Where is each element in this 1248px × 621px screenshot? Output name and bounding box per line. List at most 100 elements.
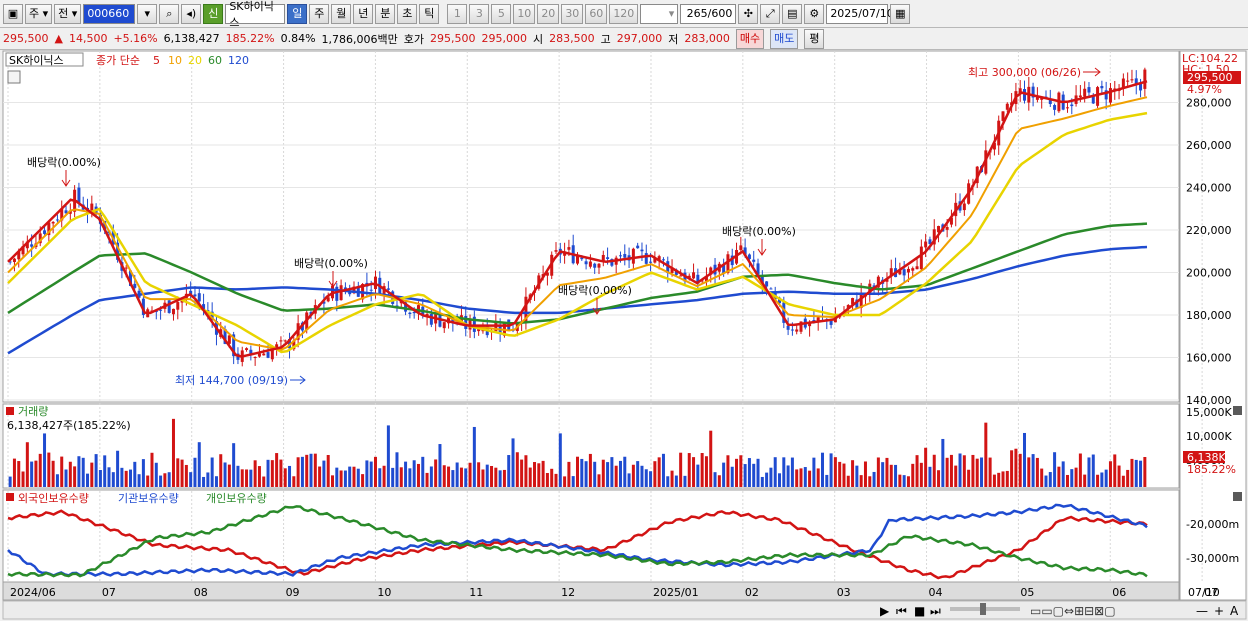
interval-1-button[interactable]: 1	[447, 3, 468, 24]
eval-button[interactable]: 평	[804, 28, 825, 49]
window-menu-icon[interactable]: ▣	[3, 3, 23, 24]
data-count-field[interactable]: 265/600	[680, 3, 737, 24]
period-tick-button[interactable]: 틱	[419, 3, 440, 24]
stock-code-input[interactable]: 000660	[83, 3, 136, 24]
volume-bar	[803, 467, 807, 487]
candle-body	[270, 349, 274, 360]
candle-body	[696, 274, 700, 284]
volume-bar	[988, 457, 992, 487]
x-axis-bar	[2, 581, 1180, 601]
panel-settings-icon[interactable]	[7, 70, 21, 84]
interval-120-button[interactable]: 120	[609, 3, 639, 24]
volume-bar	[713, 472, 717, 487]
volume-bar	[494, 467, 498, 487]
candle-body	[649, 261, 653, 263]
code-dropdown-icon[interactable]: ▾	[137, 3, 158, 24]
period-month-button[interactable]: 월	[331, 3, 352, 24]
search-icon[interactable]: ⌕	[159, 3, 180, 24]
volume-bar	[12, 458, 16, 487]
calendar-icon[interactable]: ▦	[890, 3, 911, 24]
volume-bar	[202, 476, 206, 487]
candle-body	[404, 302, 408, 312]
current-price-tag: 295,500	[1187, 71, 1233, 84]
scroll-right-icon[interactable]: ▶	[880, 604, 890, 618]
text-tool-icon[interactable]: A	[1230, 604, 1239, 618]
candle-body	[567, 247, 571, 250]
zoom-slider-handle[interactable]	[980, 603, 986, 615]
volume-bar	[300, 456, 304, 487]
volume-bar	[111, 472, 115, 487]
moving-average-lines	[7, 80, 1148, 358]
interval-10-button[interactable]: 10	[513, 3, 536, 24]
volume-bar	[846, 475, 850, 487]
dividend-arrow-icon	[61, 170, 71, 187]
volume-bar	[550, 468, 554, 487]
candle-body	[661, 259, 665, 261]
volume-bar	[842, 463, 846, 487]
market-select[interactable]: 주 ▾	[25, 3, 53, 24]
volume-bar	[1044, 475, 1048, 487]
candle-body	[704, 275, 708, 282]
date-input[interactable]: 2025/07/10	[826, 3, 894, 24]
volume-panel-close-icon[interactable]	[1233, 406, 1242, 415]
foreign-legend-swatch	[6, 493, 14, 501]
stop-icon[interactable]: ■	[914, 604, 925, 618]
period-week-button[interactable]: 주	[309, 3, 330, 24]
layout-icons[interactable]: ▭▭▢⇔⊞⊟⊠▢	[1030, 604, 1116, 618]
interval-dropdown[interactable]: ▾	[640, 3, 679, 24]
interval-5-button[interactable]: 5	[491, 3, 512, 24]
current-price: 295,500	[3, 32, 49, 45]
crosshair-icon[interactable]: ✣	[738, 3, 759, 24]
volume-bar	[855, 465, 859, 487]
draw-tool-icon[interactable]: ⤢	[760, 3, 781, 24]
volume-bar	[954, 465, 958, 487]
y-axis-ticks: 280,000 260,000 240,000 220,000 200,000 180,0…	[1186, 97, 1239, 566]
scroll-start-icon[interactable]: ⏮	[896, 604, 907, 618]
dividend-annotation-4: 배당락(0.00%)	[722, 225, 796, 238]
prev-button[interactable]: 전 ▾	[54, 3, 82, 24]
volume-bar	[752, 463, 756, 487]
volume-bar	[722, 462, 726, 487]
candle-body	[51, 221, 55, 224]
volume-bar	[795, 469, 799, 487]
volume-bar	[477, 462, 481, 487]
period-minute-button[interactable]: 분	[375, 3, 396, 24]
save-icon[interactable]: ▤	[782, 3, 803, 24]
speaker-icon[interactable]: ◂)	[181, 3, 202, 24]
volume-bar	[365, 460, 369, 487]
x-axis-label: 07	[1204, 586, 1218, 599]
price-panel-title: SK하이닉스	[9, 53, 64, 67]
volume-bar	[687, 453, 691, 487]
candle-body	[640, 249, 644, 252]
x-axis-label: 06	[1112, 586, 1126, 599]
volume-bar	[949, 454, 953, 487]
volume-bar	[1048, 472, 1052, 487]
chart-scrollbar[interactable]	[2, 600, 1247, 620]
low-arrow-icon	[290, 375, 306, 385]
buy-button[interactable]: 매수	[735, 28, 765, 49]
zoom-in-icon[interactable]: +	[1214, 604, 1224, 618]
interval-30-button[interactable]: 30	[561, 3, 584, 24]
gear-icon[interactable]: ⚙	[804, 3, 825, 24]
market-label: 주	[29, 7, 40, 20]
candle-body	[429, 314, 433, 325]
zoom-out-icon[interactable]: —	[1196, 604, 1208, 618]
period-year-button[interactable]: 년	[353, 3, 374, 24]
scroll-end-icon[interactable]: ⏭	[930, 604, 941, 618]
sell-button[interactable]: 매도	[770, 28, 799, 49]
candle-body	[1078, 95, 1082, 98]
period-second-button[interactable]: 초	[397, 3, 418, 24]
volume-bar	[894, 464, 898, 487]
volume-bar	[55, 474, 59, 487]
interval-3-button[interactable]: 3	[469, 3, 490, 24]
interval-20-button[interactable]: 20	[537, 3, 560, 24]
candle-body	[855, 299, 859, 308]
interval-60-button[interactable]: 60	[585, 3, 608, 24]
holding-panel-close-icon[interactable]	[1233, 492, 1242, 501]
stock-chart[interactable]: 2024/06 07 08 09 10 11 12 2025/01 02 03 04 05 06 07 2…	[0, 50, 1248, 621]
volume-bar	[17, 461, 21, 487]
period-day-button[interactable]: 일	[287, 3, 308, 24]
candle-body	[232, 334, 236, 357]
volume-bar	[90, 462, 94, 487]
volume-bar	[1018, 453, 1022, 487]
